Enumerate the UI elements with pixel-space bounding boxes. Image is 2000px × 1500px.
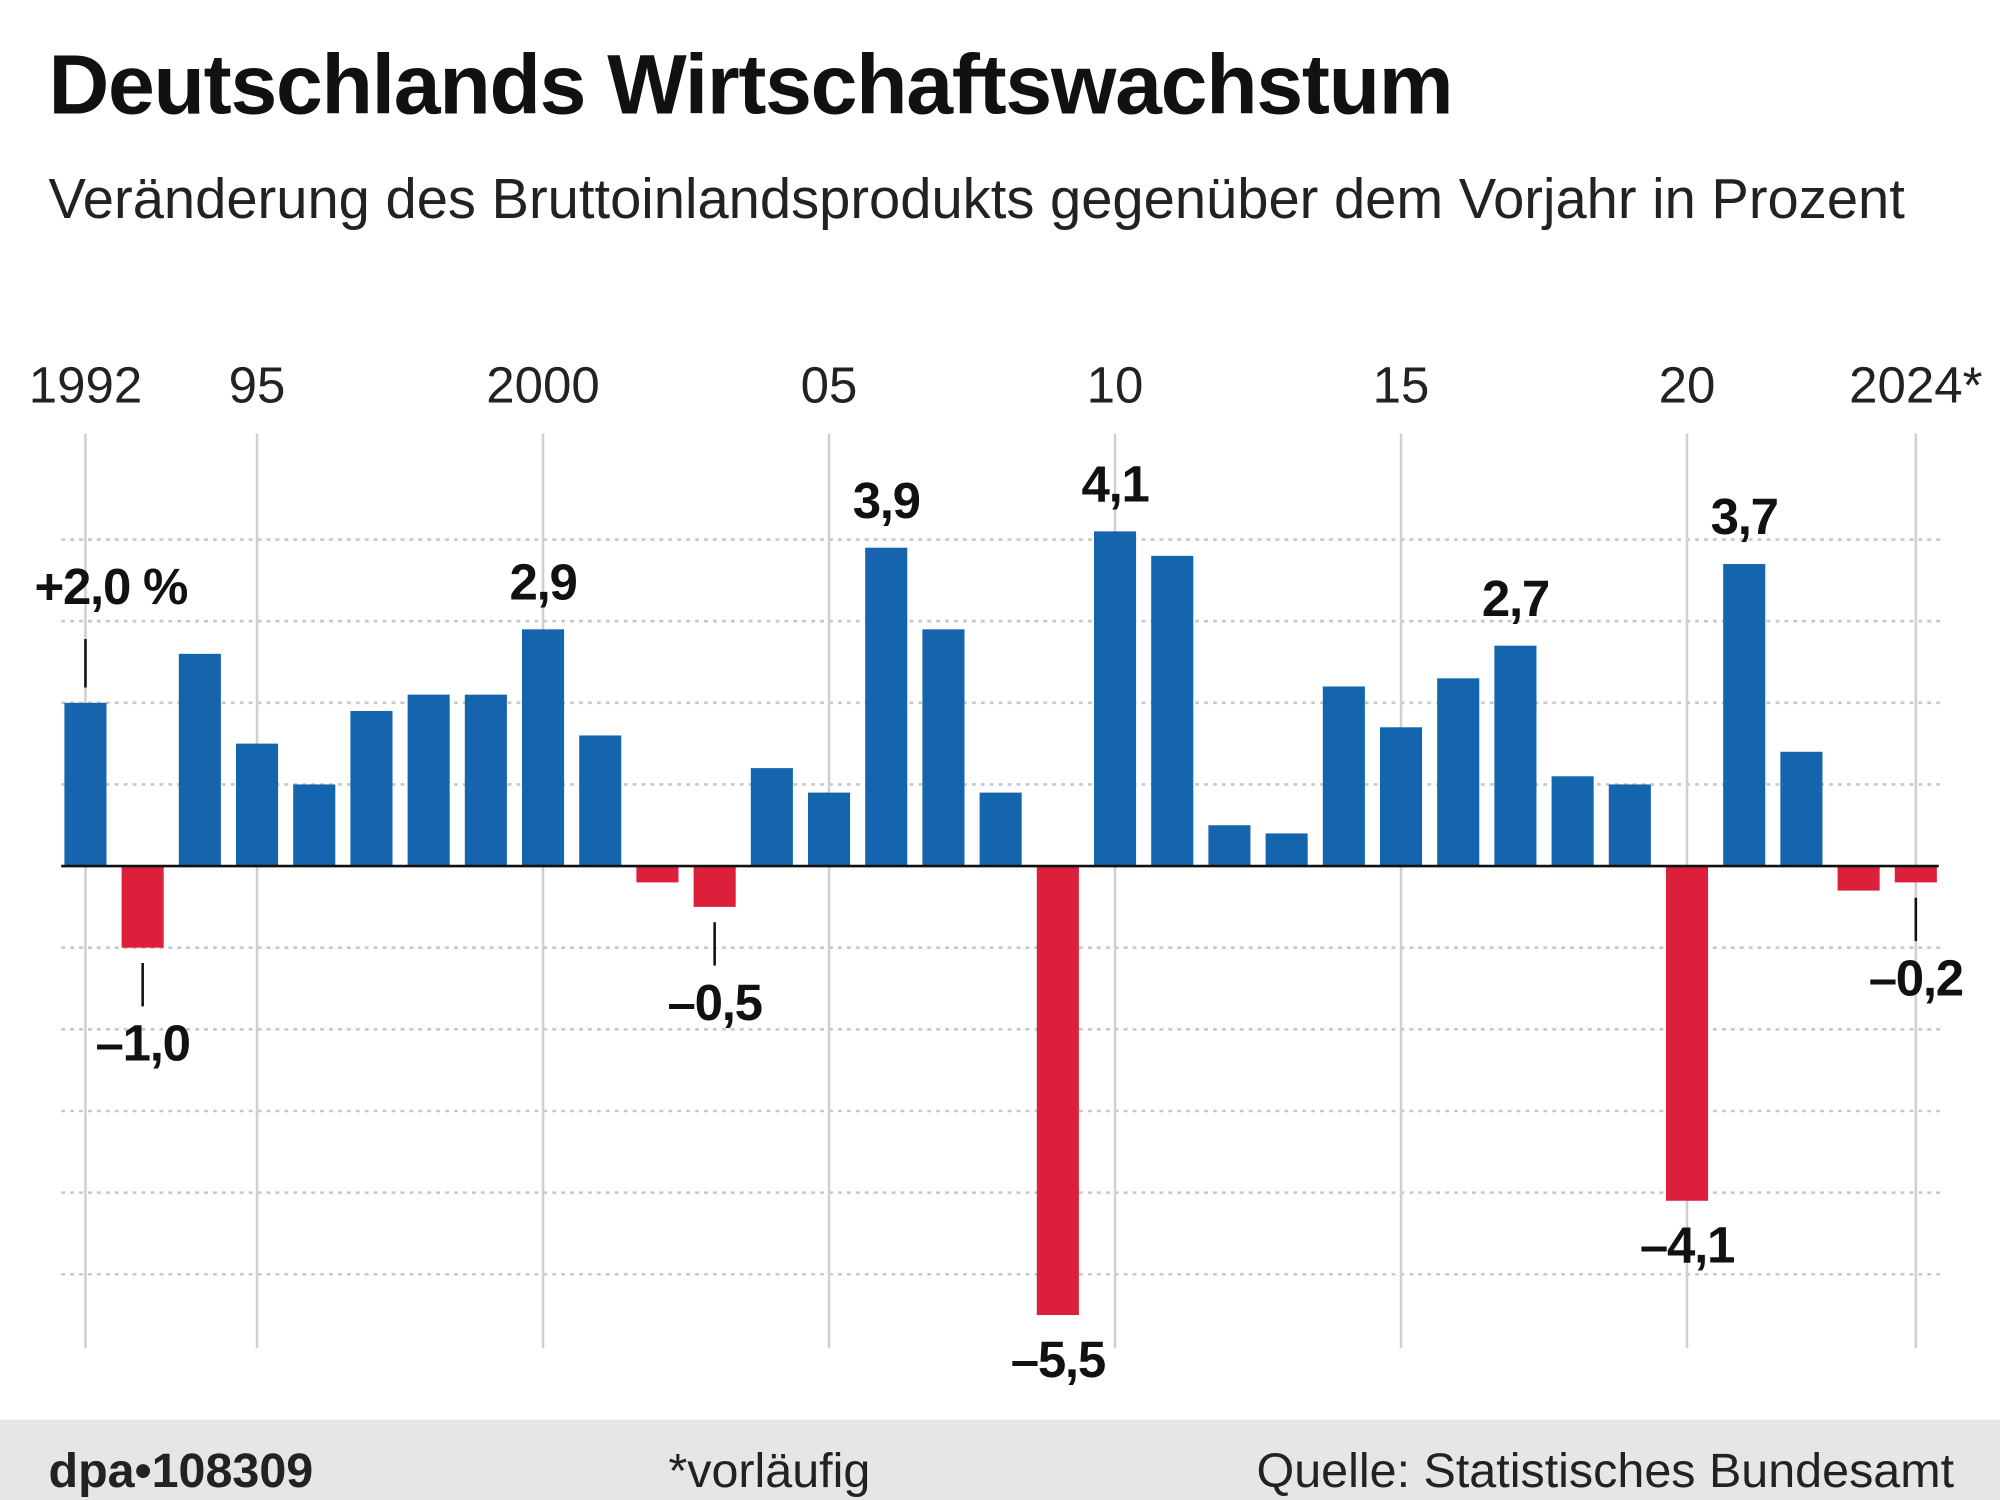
bar bbox=[464, 694, 507, 867]
bar bbox=[1036, 866, 1079, 1316]
bar bbox=[64, 702, 107, 867]
bar bbox=[693, 866, 736, 907]
value-label: 3,9 bbox=[853, 472, 920, 529]
bar bbox=[1093, 531, 1137, 867]
bar bbox=[1894, 866, 1937, 883]
bar bbox=[121, 866, 164, 948]
bar bbox=[865, 547, 908, 867]
source: Quelle: Statistisches Bundesamt bbox=[1257, 1444, 1955, 1498]
x-tick-label: 10 bbox=[1087, 357, 1144, 414]
footer-bar bbox=[0, 1419, 2000, 1500]
bar bbox=[1151, 555, 1194, 867]
value-label: 2,7 bbox=[1482, 570, 1549, 627]
value-label: 4,1 bbox=[1081, 455, 1148, 512]
bar bbox=[979, 792, 1022, 867]
value-label: –5,5 bbox=[1011, 1331, 1105, 1388]
value-label: +2,0 % bbox=[34, 558, 188, 615]
value-label: –0,5 bbox=[668, 974, 762, 1031]
bar bbox=[750, 768, 793, 867]
x-tick-label: 20 bbox=[1659, 357, 1716, 414]
bar bbox=[579, 735, 622, 867]
value-label: 3,7 bbox=[1711, 488, 1778, 545]
x-tick-label: 15 bbox=[1373, 357, 1430, 414]
bar bbox=[922, 629, 965, 867]
bar bbox=[236, 743, 279, 867]
x-tick-label: 2000 bbox=[486, 357, 600, 414]
bar bbox=[1379, 727, 1423, 867]
value-label: –1,0 bbox=[96, 1015, 190, 1072]
bar bbox=[522, 629, 565, 867]
bar bbox=[1723, 564, 1766, 867]
x-tick-label: 1992 bbox=[29, 357, 143, 414]
bar bbox=[350, 710, 393, 867]
value-label: –4,1 bbox=[1640, 1217, 1734, 1274]
bar bbox=[1437, 678, 1480, 867]
bar bbox=[636, 866, 679, 883]
agency-id: dpa•108309 bbox=[48, 1444, 313, 1498]
x-tick-label: 95 bbox=[229, 357, 286, 414]
bar bbox=[1208, 825, 1251, 867]
bar bbox=[293, 784, 336, 867]
bar bbox=[1665, 866, 1709, 1201]
bar bbox=[1780, 751, 1823, 867]
footnote: *vorläufig bbox=[668, 1444, 870, 1498]
bar bbox=[1837, 866, 1880, 891]
x-tick-label: 05 bbox=[801, 357, 858, 414]
bar bbox=[1322, 686, 1365, 867]
x-tick-label: 2024* bbox=[1849, 357, 1982, 414]
chart-title: Deutschlands Wirtschaftswachstum bbox=[48, 36, 1453, 132]
bar bbox=[407, 694, 450, 867]
value-label: 2,9 bbox=[510, 553, 577, 610]
bar bbox=[1265, 833, 1308, 867]
bar bbox=[1551, 776, 1594, 867]
bar bbox=[1608, 784, 1651, 867]
bar bbox=[807, 792, 851, 867]
chart-subtitle: Veränderung des Bruttoinlandsprodukts ge… bbox=[48, 168, 1905, 231]
bar bbox=[178, 653, 221, 867]
value-label: –0,2 bbox=[1869, 949, 1963, 1006]
bar bbox=[1494, 645, 1537, 867]
